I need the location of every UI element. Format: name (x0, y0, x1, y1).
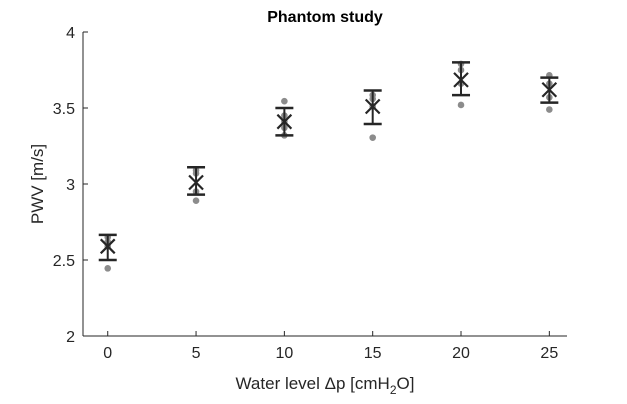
x-tick-label: 20 (452, 345, 470, 362)
data-marks (98, 60, 559, 272)
axes: 0 5 10 15 20 25 2 2.5 3 3.5 4 (53, 25, 567, 362)
y-tick-label: 2 (66, 329, 75, 346)
group-x-0 (98, 233, 117, 272)
data-point (281, 97, 288, 105)
y-tick-label: 4 (66, 25, 75, 42)
mean-marker (99, 238, 116, 255)
y-tick-label: 3 (66, 177, 75, 194)
chart-title: Phantom study (267, 9, 383, 26)
data-point (192, 197, 200, 205)
mean-marker (541, 81, 558, 98)
x-axis-label: Water level Δp [cmH2O] (236, 374, 415, 397)
mean-marker (188, 174, 204, 191)
x-axis-label-end: O] (397, 374, 415, 393)
data-point (457, 101, 465, 109)
x-tick-label: 10 (275, 345, 293, 362)
y-tick-label: 2.5 (53, 253, 75, 270)
group-x-15 (363, 89, 382, 141)
data-point (369, 134, 376, 141)
data-point (104, 265, 112, 272)
x-axis-label-main: Water level Δp [cmH (236, 374, 390, 393)
group-x-5 (187, 166, 206, 205)
x-tick-label: 0 (103, 345, 112, 362)
y-axis-label: PWV [m/s] (28, 144, 47, 224)
group-x-20 (452, 60, 471, 109)
y-tick-label: 3.5 (53, 101, 75, 118)
x-axis-label-subscript: 2 (390, 383, 397, 397)
x-tick-label: 5 (192, 345, 201, 362)
x-tick-label: 25 (540, 345, 558, 362)
group-x-25 (540, 72, 559, 113)
data-point (546, 106, 553, 113)
mean-marker (276, 113, 293, 130)
group-x-10 (275, 97, 294, 139)
x-tick-label: 15 (364, 345, 382, 362)
mean-marker (453, 72, 469, 88)
mean-marker (364, 98, 381, 115)
